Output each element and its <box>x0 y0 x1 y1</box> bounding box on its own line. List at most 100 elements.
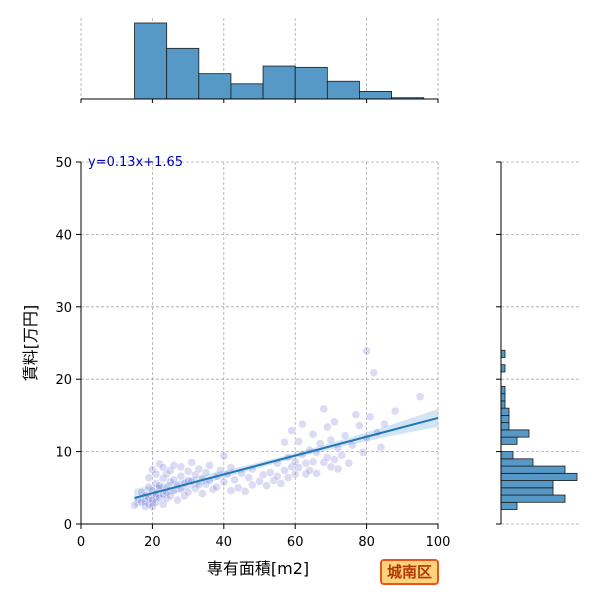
scatter-point <box>323 453 332 462</box>
scatter-point <box>158 474 168 483</box>
scatter-point <box>166 466 175 475</box>
scatter-point <box>241 487 250 496</box>
scatter-point <box>230 475 239 485</box>
scatter-point <box>173 495 182 505</box>
y-hist-bar <box>500 407 510 416</box>
scatter-point <box>233 483 243 492</box>
marginal-y-histogram <box>500 349 578 510</box>
y-hist-bar <box>500 480 554 489</box>
scatter-point <box>351 410 361 419</box>
scatter-point <box>176 472 186 481</box>
x-hist-bar <box>198 73 232 100</box>
scatter-point <box>287 462 296 472</box>
scatter-point <box>380 419 389 429</box>
scatter-point <box>294 463 303 472</box>
scatter-point <box>205 461 214 470</box>
scatter-point <box>337 451 346 460</box>
scatter-point <box>294 437 303 446</box>
scatter-point <box>216 466 225 475</box>
scatter-point <box>162 469 171 479</box>
scatter-point <box>301 469 311 479</box>
scatter-point <box>180 491 189 500</box>
scatter-point <box>262 481 271 490</box>
scatter-point <box>323 422 332 432</box>
scatter-point <box>269 476 278 485</box>
scatter-point <box>330 455 339 464</box>
y-hist-bar <box>500 400 506 409</box>
scatter-point <box>162 494 171 503</box>
y-hist-bar <box>500 436 518 445</box>
x-hist-bar <box>326 80 360 100</box>
scatter-point <box>305 466 314 475</box>
scatter-point <box>301 458 311 468</box>
scatter-point <box>151 498 161 507</box>
scatter-point <box>280 466 289 475</box>
scatter-point <box>319 458 328 467</box>
y-hist-bar <box>500 393 506 402</box>
x-tick-label: 40 <box>216 535 233 550</box>
x-tick-label: 100 <box>426 535 451 550</box>
scatter-point <box>298 419 307 429</box>
x-tick-label: 60 <box>287 535 304 550</box>
scatter-point <box>201 479 211 489</box>
scatter-point <box>319 404 328 414</box>
scatter-point <box>248 480 257 490</box>
scatter-point <box>226 486 236 495</box>
scatter-point <box>266 468 275 477</box>
scatter-point <box>183 487 193 497</box>
x-hist-bar <box>134 22 168 100</box>
scatter-point <box>355 421 364 430</box>
regression-line <box>134 416 439 499</box>
scatter-point <box>169 461 179 470</box>
x-axis-label: 専有面積[m2] <box>207 559 309 578</box>
scatter-point <box>137 498 146 507</box>
scatter-point <box>198 489 207 498</box>
scatter-point <box>144 482 154 492</box>
x-hist-bar <box>166 47 200 100</box>
scatter-point <box>291 469 300 479</box>
axis-ticks: 0 20 40 60 80 100 0 10 20 30 40 50 <box>55 99 501 550</box>
scatter-point <box>212 482 221 492</box>
scatter-point <box>273 472 282 481</box>
scatter-point <box>226 463 236 472</box>
scatter-point <box>390 406 400 416</box>
scatter-point <box>315 439 325 448</box>
scatter-point <box>326 462 336 472</box>
scatter-point <box>362 346 371 356</box>
x-hist-bar <box>262 65 296 100</box>
x-tick-label: 0 <box>77 535 85 550</box>
y-hist-bar <box>500 364 506 373</box>
scatter-point <box>155 481 164 490</box>
y-hist-bar <box>500 422 510 431</box>
y-hist-bar <box>500 465 566 474</box>
right-hist-grid <box>501 161 580 525</box>
scatter-point <box>201 468 211 477</box>
scatter-point <box>340 431 350 440</box>
y-hist-bar <box>500 458 534 467</box>
scatter-point <box>312 469 321 478</box>
scatter-point <box>219 451 229 461</box>
scatter-point <box>219 477 229 487</box>
y-hist-bar <box>500 414 510 424</box>
x-tick-label: 80 <box>358 535 375 550</box>
y-tick-label: 30 <box>55 301 72 316</box>
scatter-point <box>287 426 296 435</box>
y-axis-label: 賃料[万円] <box>21 305 40 382</box>
y-hist-bar <box>500 501 518 510</box>
scatter-point <box>333 464 343 474</box>
main-grid <box>80 161 439 525</box>
regression-equation: y=0.13x+1.65 <box>88 155 183 170</box>
fit-line <box>134 416 439 499</box>
scatter-point <box>283 473 293 482</box>
scatter-point <box>244 473 253 482</box>
y-hist-bar <box>500 487 554 496</box>
x-hist-bar <box>294 66 328 100</box>
y-hist-bar <box>500 494 566 503</box>
scatter-point <box>280 437 289 447</box>
x-hist-bar <box>359 91 392 100</box>
marginal-x-histogram <box>134 22 425 100</box>
y-hist-bar <box>500 386 506 395</box>
scatter-point <box>151 469 161 479</box>
y-tick-label: 20 <box>55 373 72 388</box>
